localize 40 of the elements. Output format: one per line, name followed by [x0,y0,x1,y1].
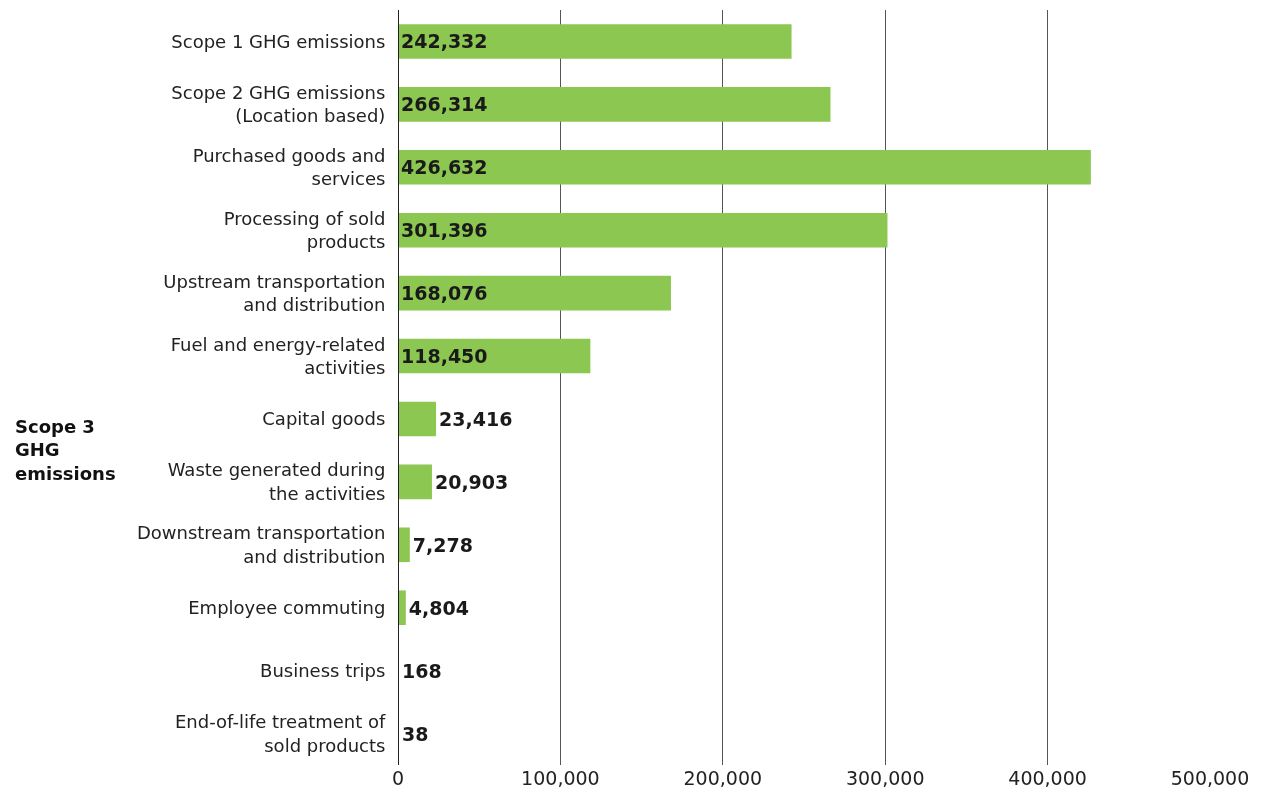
y-tick-label: Downstream transportation and distribution [136,522,386,567]
data-label: 20,903 [434,470,509,493]
y-tick-label: Scope 2 GHG emissions (Location based) [171,81,386,127]
data-label: 23,416 [439,407,513,430]
y-tick-label: End-of-life treatment of sold products [174,711,387,756]
bar [398,149,1091,185]
bar [398,24,792,59]
data-label: 426,632 [401,156,488,179]
y-tick-label: Employee commuting [188,597,386,619]
x-tick-label: 500,000 [1170,767,1250,789]
y-tick-label: Business trips [260,659,386,681]
y-tick-label: Processing of sold products [223,207,386,253]
data-label: 4,804 [408,596,469,619]
bar [398,275,671,311]
data-label: 118,450 [401,345,488,368]
x-tick-label: 400,000 [1008,767,1087,789]
data-label: 266,314 [401,93,488,116]
data-label: 7,278 [412,533,473,556]
bar [398,87,831,122]
y-tick-label: Upstream transportation and distribution [163,270,386,316]
data-label: 38 [402,722,429,745]
y-tick-label: Purchased goods and services [192,144,386,190]
bar [398,464,432,500]
bar [398,401,437,437]
x-tick-label: 200,000 [683,767,763,789]
y-tick-label: Waste generated during the activities [167,459,386,504]
y-tick-label: Fuel and energy-related activities [170,333,386,379]
y-tick-label: Capital goods [262,408,386,430]
data-label: 168 [402,659,442,682]
bar [398,527,410,563]
data-label: 242,332 [401,30,488,53]
bar [398,590,406,626]
y-tick-label: Scope 1 GHG emissions [171,30,386,52]
data-label: 301,396 [401,219,488,242]
bar [398,212,888,248]
text: Scope 3 GHG emissions [15,416,116,484]
x-tick-label: 0 [391,767,405,789]
x-tick-label: 300,000 [845,767,925,789]
data-label: 168,076 [401,282,488,305]
x-tick-label: 100,000 [521,767,600,789]
